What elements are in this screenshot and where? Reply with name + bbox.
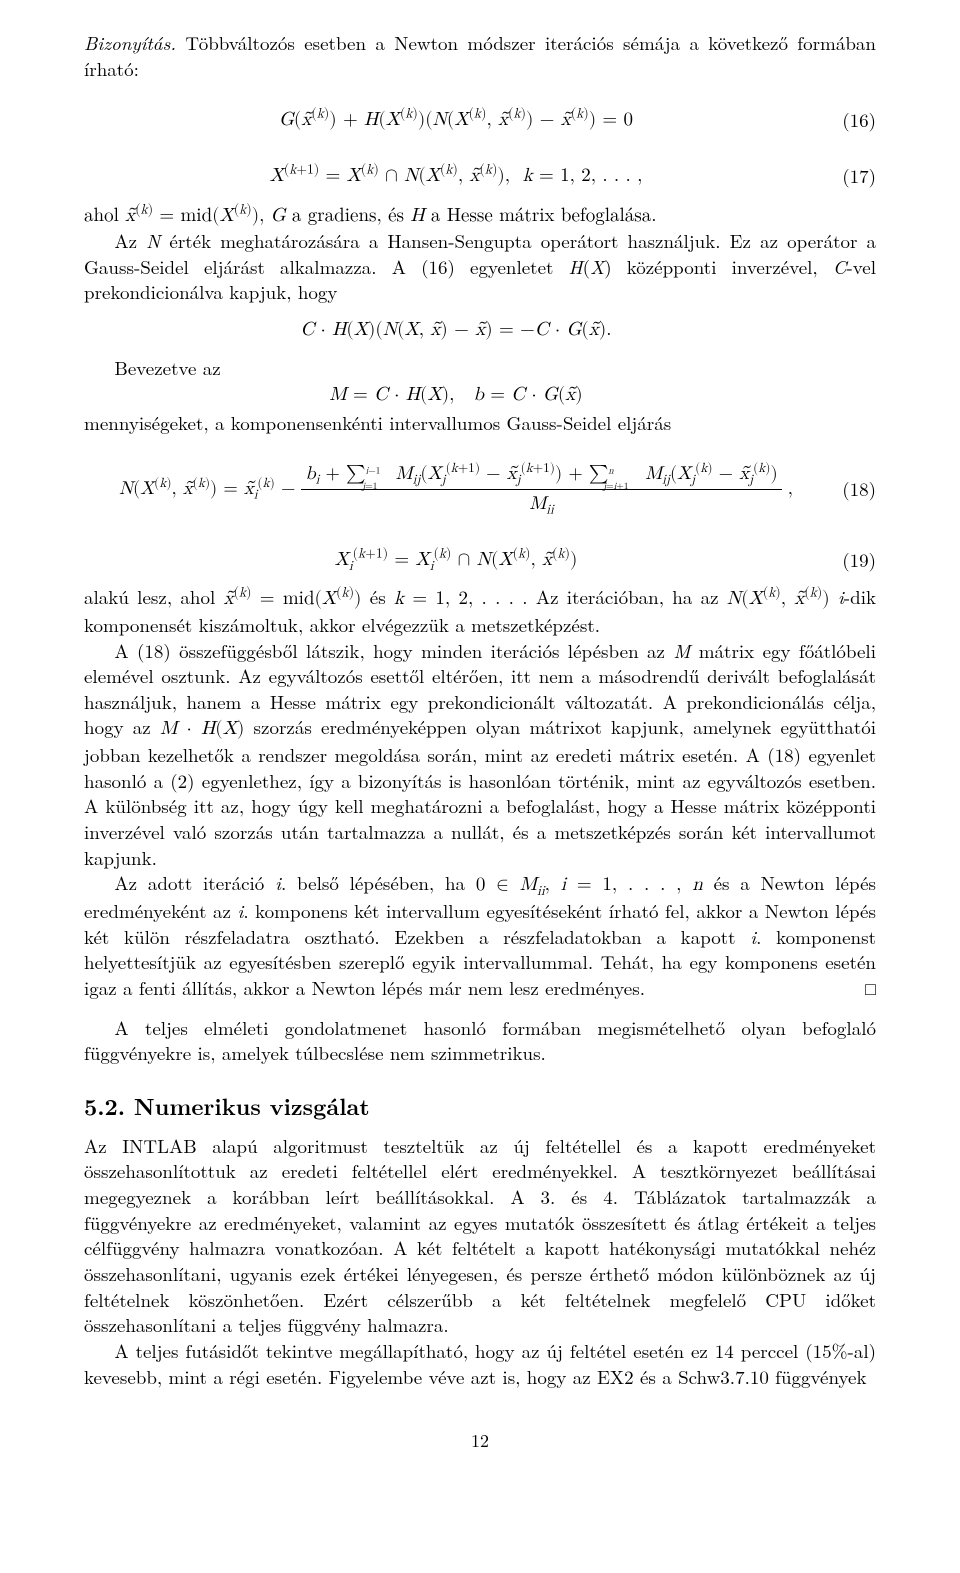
equation-17-number: (17) (828, 163, 876, 189)
para-after-17: ahol x̃(k) = mid(X(k)), G a gradiens, és… (84, 201, 876, 229)
qed-symbol: □ (865, 977, 876, 1001)
equation-19-number: (19) (828, 547, 876, 573)
equation-18-body: N(X(k), x̃(k)) = x̃i(k) − bi + ∑i−1j=1Mi… (84, 462, 828, 517)
proof-intro: Bizonyítás. Többváltozós esetben a Newto… (84, 30, 876, 81)
equation-Mb: M = C · H(X), b = C · G(x̃) (84, 382, 876, 408)
equation-19: Xi(k+1) = Xi(k) ∩ N(X(k), x̃(k)) (19) (84, 547, 876, 573)
intro-text: Többváltozós esetben a Newton módszer it… (84, 29, 876, 82)
para-18-osszefuggesbol: A (18) összefüggésből látszik, hogy mind… (84, 638, 876, 871)
bevezetve: Bevezetve az (84, 355, 876, 381)
para-hansen-sengupta: Az N érték meghatározására a Hansen-Seng… (84, 228, 876, 305)
equation-C: C · H(X)(N(X, x̃) − x̃) = −C · G(x̃). (84, 317, 876, 343)
equation-18: N(X(k), x̃(k)) = x̃i(k) − bi + ∑i−1j=1Mi… (84, 462, 876, 517)
equation-17: X(k+1) = X(k) ∩ N(X(k), x̃(k)), k = 1, 2… (84, 163, 876, 189)
numv-para-1: Az INTLAB alapú algoritmust teszteltük a… (84, 1133, 876, 1338)
section-heading-5-2: 5.2. Numerikus vizsgálat (84, 1090, 876, 1121)
equation-C-body: C · H(X)(N(X, x̃) − x̃) = −C · G(x̃). (84, 317, 828, 343)
equation-16-number: (16) (828, 107, 876, 133)
equation-17-body: X(k+1) = X(k) ∩ N(X(k), x̃(k)), k = 1, 2… (84, 163, 828, 189)
equation-16-body: G(x̃(k)) + H(X(k))(N(X(k), x̃(k)) − x̃(k… (84, 107, 828, 133)
after-proof: A teljes elméleti gondolatmenet hasonló … (84, 1015, 876, 1066)
para-adott-iteracio: Az adott iteráció i. belső lépésében, ha… (84, 870, 876, 1000)
para-alaku-lesz: alakú lesz, ahol x̃(k) = mid(X(k)) és k … (84, 584, 876, 637)
equation-Mb-body: M = C · H(X), b = C · G(x̃) (84, 382, 828, 408)
mennyisegeket: mennyiségeket, a komponensenkénti interv… (84, 410, 876, 436)
page-number: 12 (84, 1429, 876, 1453)
equation-18-number: (18) (828, 476, 876, 502)
equation-19-body: Xi(k+1) = Xi(k) ∩ N(X(k), x̃(k)) (84, 547, 828, 573)
equation-16: G(x̃(k)) + H(X(k))(N(X(k), x̃(k)) − x̃(k… (84, 107, 876, 133)
numv-para-2: A teljes futásidőt tekintve megállapítha… (84, 1338, 876, 1389)
proof-label: Bizonyítás. (84, 29, 176, 56)
